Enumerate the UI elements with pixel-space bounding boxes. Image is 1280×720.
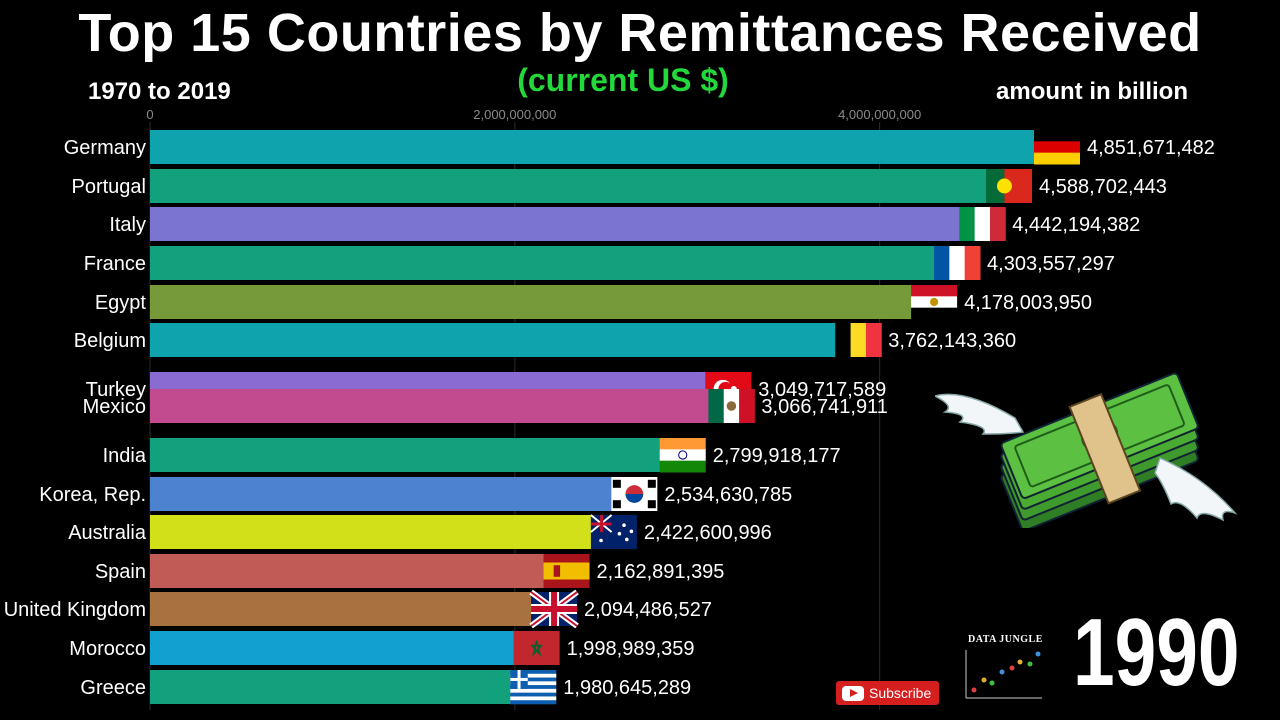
flying-money-icon <box>935 372 1238 528</box>
korea-flag <box>611 477 658 511</box>
value-label: 4,851,671,482 <box>1087 137 1215 159</box>
bar <box>150 285 913 319</box>
country-label: Korea, Rep. <box>39 484 146 506</box>
value-label: 4,588,702,443 <box>1039 176 1167 198</box>
bar <box>150 207 961 241</box>
period-label: 1970 to 2019 <box>88 78 231 105</box>
greece-flag <box>510 670 557 705</box>
bar <box>150 389 710 423</box>
india-flag <box>659 438 706 473</box>
spain-flag <box>543 554 590 588</box>
bar <box>150 438 661 472</box>
bar <box>150 246 936 280</box>
bar <box>150 670 512 704</box>
portugal-flag <box>986 169 1033 203</box>
value-label: 1,980,645,289 <box>563 677 691 699</box>
chart-subtitle: (current US $) <box>517 62 729 98</box>
value-label: 3,049,717,589 <box>758 379 886 401</box>
country-label: Australia <box>68 522 147 544</box>
bar <box>150 323 837 357</box>
bar <box>150 631 515 665</box>
subscribe-label: Subscribe <box>869 685 932 701</box>
value-label: 2,534,630,785 <box>664 484 792 506</box>
country-label: Spain <box>95 561 146 583</box>
youtube-icon <box>842 685 864 701</box>
value-label: 4,178,003,950 <box>964 292 1092 314</box>
italy-flag <box>959 207 1006 241</box>
x-tick-label: 4,000,000,000 <box>838 107 921 122</box>
mexico-flag <box>708 389 755 423</box>
unit-note: amount in billion <box>996 78 1188 105</box>
country-label: Turkey <box>86 379 146 401</box>
bar <box>150 515 592 549</box>
country-label: Germany <box>64 137 146 159</box>
country-label: Italy <box>109 214 146 236</box>
country-label: Portugal <box>72 176 147 198</box>
germany-flag <box>1034 130 1080 165</box>
value-label: 1,998,989,359 <box>567 638 695 660</box>
value-label: 3,762,143,360 <box>888 330 1016 352</box>
country-label: Mexico <box>83 396 146 418</box>
brand-label: DATA JUNGLE <box>968 634 1043 645</box>
belgium-flag <box>835 323 882 357</box>
morocco-flag <box>513 631 560 665</box>
country-label: Belgium <box>74 330 146 352</box>
bar <box>150 169 988 203</box>
value-label: 2,799,918,177 <box>713 445 841 467</box>
x-tick-label: 0 <box>146 107 153 122</box>
current-year: 1990 <box>1073 599 1240 706</box>
value-label: 3,066,741,911 <box>761 396 887 418</box>
value-label: 2,162,891,395 <box>597 561 725 583</box>
country-label: Morocco <box>69 638 146 660</box>
bar <box>150 477 613 511</box>
subscribe-button[interactable]: Subscribe <box>836 681 939 705</box>
value-label: 4,303,557,297 <box>987 253 1115 275</box>
egypt-flag <box>911 285 958 320</box>
bar <box>150 592 533 626</box>
value-label: 2,422,600,996 <box>644 522 772 544</box>
bar <box>150 130 1035 164</box>
australia-flag <box>590 514 637 549</box>
x-tick-label: 2,000,000,000 <box>473 107 556 122</box>
country-label: India <box>103 445 147 467</box>
chart-title: Top 15 Countries by Remittances Received <box>78 3 1202 63</box>
country-label: United Kingdom <box>4 599 146 621</box>
country-label: Greece <box>80 677 146 699</box>
uk-flag <box>529 589 579 629</box>
country-label: France <box>84 253 146 275</box>
brand-logo: DATA JUNGLE <box>962 628 1046 704</box>
country-label: Egypt <box>95 292 147 314</box>
bar <box>150 554 545 588</box>
value-label: 4,442,194,382 <box>1012 214 1140 236</box>
france-flag <box>934 246 981 280</box>
value-label: 2,094,486,527 <box>584 599 712 621</box>
